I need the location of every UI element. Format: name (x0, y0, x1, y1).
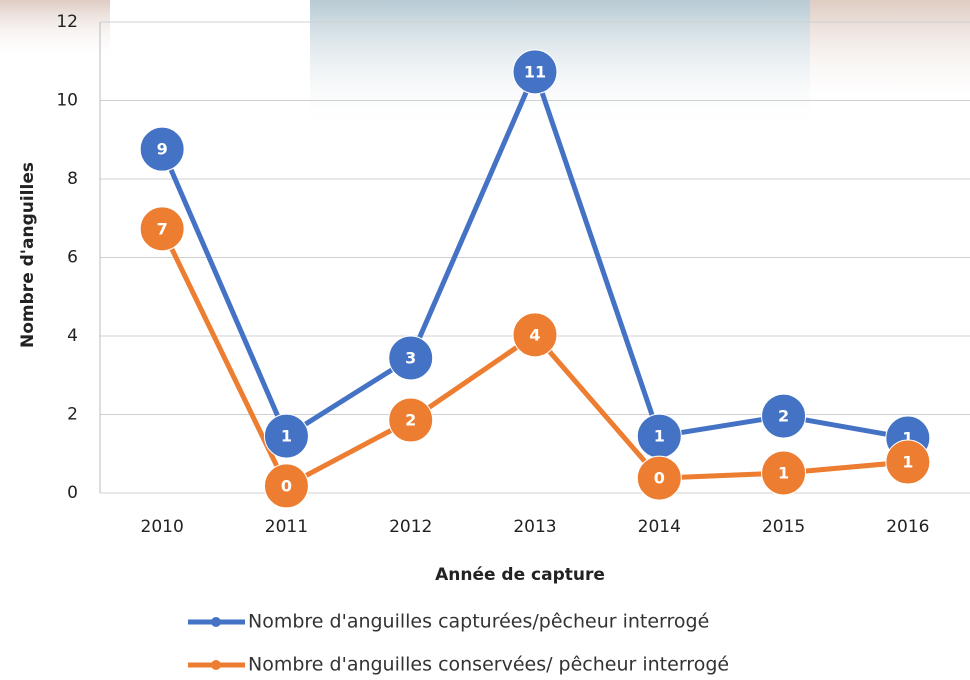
legend-label: Nombre d'anguilles conservées/ pêcheur i… (248, 654, 729, 676)
x-tick-label: 2014 (638, 517, 681, 537)
legend-marker (211, 660, 221, 670)
background-photo (0, 0, 110, 60)
x-tick-label: 2016 (886, 517, 929, 537)
background-photo (310, 0, 810, 130)
data-label: 1 (654, 427, 665, 446)
data-label: 1 (902, 452, 913, 471)
data-label: 2 (778, 407, 789, 426)
legend-marker (211, 617, 221, 627)
y-tick-label: 2 (67, 405, 78, 425)
x-axis-title: Année de capture (435, 565, 605, 585)
y-tick-label: 4 (67, 326, 78, 346)
background-photo (810, 0, 970, 110)
y-tick-label: 12 (56, 12, 78, 32)
data-label: 0 (654, 469, 665, 488)
x-tick-label: 2011 (265, 517, 308, 537)
y-tick-label: 6 (67, 248, 78, 268)
data-label: 9 (157, 140, 168, 159)
y-axis-title: Nombre d'anguilles (18, 162, 38, 348)
x-tick-label: 2015 (762, 517, 805, 537)
y-tick-label: 10 (56, 91, 78, 111)
y-tick-label: 0 (67, 483, 78, 503)
data-label: 7 (157, 219, 168, 238)
x-tick-label: 2010 (141, 517, 184, 537)
x-tick-label: 2012 (389, 517, 432, 537)
data-label: 11 (524, 62, 546, 81)
data-label: 0 (281, 476, 292, 495)
data-label: 2 (405, 410, 416, 429)
data-label: 1 (281, 427, 292, 446)
y-tick-label: 8 (67, 169, 78, 189)
data-label: 3 (405, 348, 416, 367)
x-tick-label: 2013 (513, 517, 556, 537)
legend-label: Nombre d'anguilles capturées/pêcheur int… (248, 611, 709, 633)
data-label: 4 (529, 325, 540, 344)
chart: Nombre d'anguilles Année de capture 0 2 4 6… (0, 0, 970, 680)
data-label: 1 (778, 463, 789, 482)
